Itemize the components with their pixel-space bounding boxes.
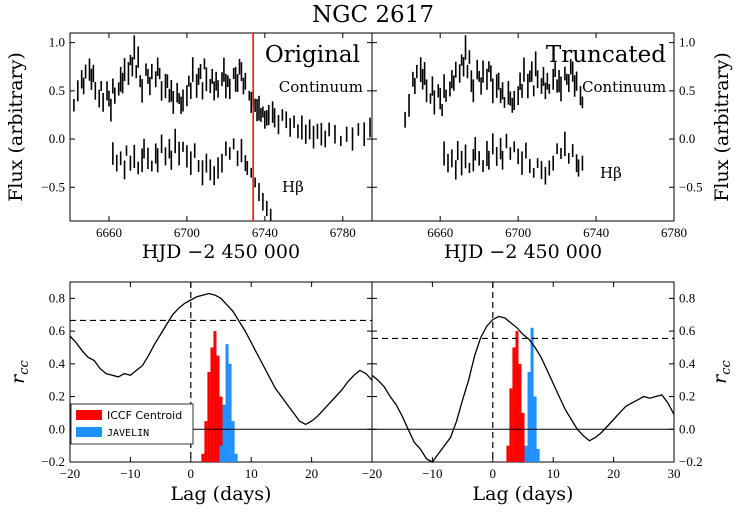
figure-title: NGC 2617 [312, 2, 434, 28]
y-tick-label: 0.4 [679, 356, 696, 371]
javelin-hist-bar [234, 453, 238, 462]
iccf-hist-bar [213, 331, 217, 462]
javelin-hist-bar [524, 445, 528, 462]
x-axis-label: HJD −2 450 000 [142, 241, 300, 263]
iccf-hist-bar [515, 331, 519, 462]
y-tick-label: 0.0 [49, 131, 65, 146]
hbeta-label: Hβ [282, 178, 304, 196]
y-tick-label: 1.0 [679, 35, 695, 50]
hbeta-label: Hβ [600, 164, 622, 182]
continuum-label: Continuum [279, 78, 363, 96]
x-tick-label: 10 [547, 466, 560, 481]
x-tick-label: 20 [305, 466, 318, 481]
ccf-curve [69, 292, 373, 426]
iccf-hist-bar [201, 453, 205, 462]
x-tick-label: 6740 [583, 225, 609, 240]
x-tick-label: 6780 [661, 225, 687, 240]
plot-marks [69, 282, 373, 462]
x-tick-label: 10 [245, 466, 258, 481]
javelin-hist-bar [530, 327, 534, 462]
y-tick-label: −0.2 [679, 454, 703, 469]
y-tick-label: 0.2 [49, 389, 65, 404]
legend-label-javelin: JAVELIN [107, 428, 149, 439]
plot-marks [404, 35, 584, 185]
iccf-hist-bar [512, 347, 516, 462]
javelin-hist-bar [222, 404, 226, 462]
x-tick-label: 20 [607, 466, 620, 481]
y-tick-label: 1.0 [49, 35, 65, 50]
iccf-hist-bar [521, 412, 525, 462]
iccf-hist-bar [207, 372, 211, 462]
x-tick-label: 6700 [505, 225, 531, 240]
panel-ccf-original: −20 −10 0 10 20 0.8 0.6 0.4 0.2 0.0 −0.2 ICCF Cent… [7, 281, 373, 505]
iccf-hist-bar [204, 421, 208, 462]
y-tick-label: 0.6 [49, 323, 66, 338]
y-tick-label: 0.0 [679, 131, 695, 146]
y-tick-label: −0.2 [41, 454, 65, 469]
iccf-hist-bar [216, 355, 220, 462]
x-tick-label: 0 [490, 466, 497, 481]
javelin-hist-bar [231, 421, 235, 462]
panel-title: Original [265, 42, 360, 68]
y-tick-label: 0.0 [49, 421, 65, 436]
javelin-hist-bar [527, 372, 531, 462]
plot-marks [371, 282, 675, 463]
x-axis-label: HJD −2 450 000 [444, 241, 602, 263]
y-tick-label: 0.5 [49, 83, 65, 98]
iccf-hist-bar [210, 347, 214, 462]
y-tick-label: 0.8 [679, 290, 695, 305]
axis-ticks: −20 −10 0 10 20 0.8 0.6 0.4 0.2 0.0 −0.2 [41, 282, 372, 481]
axis-ticks: 6660 6700 6740 6780 1.0 0.5 0.0 −0.5 [41, 33, 372, 240]
y-tick-label: −0.5 [41, 179, 65, 194]
y-axis-label: rcc [709, 359, 734, 383]
x-tick-label: 30 [668, 466, 681, 481]
javelin-hist-bar [219, 445, 223, 462]
y-tick-label: 0.0 [679, 421, 695, 436]
y-tick-label: 0.5 [679, 83, 695, 98]
y-axis-label: rcc [7, 359, 32, 383]
panel-title: Truncated [546, 42, 666, 68]
y-tick-label: 0.4 [49, 356, 66, 371]
x-tick-label: −20 [60, 466, 80, 481]
panel-original: 6660 6700 6740 6780 1.0 0.5 0.0 −0.5 Original C… [5, 32, 373, 263]
x-tick-label: 6780 [330, 225, 356, 240]
y-tick-label: 0.2 [679, 389, 695, 404]
iccf-hist-bar [506, 445, 510, 462]
x-tick-label: 6740 [252, 225, 278, 240]
panel-ccf-truncated: −20 −10 0 10 20 30 0.8 0.6 0.4 0.2 0.0 −0.2 Lag (da… [362, 281, 734, 505]
x-tick-label: 6660 [427, 225, 453, 240]
x-tick-label: −20 [362, 466, 382, 481]
axis-ticks: 6660 6700 6740 6780 1.0 0.5 0.0 −0.5 [372, 33, 703, 240]
y-tick-label: −0.5 [679, 179, 703, 194]
continuum-label: Continuum [582, 78, 666, 96]
x-axis-label: Lag (days) [473, 483, 574, 505]
iccf-hist-bar [509, 388, 513, 462]
legend-swatch-iccf [76, 410, 102, 420]
legend-label-iccf: ICCF Centroid [107, 409, 182, 422]
legend: ICCF Centroid JAVELIN [70, 403, 194, 445]
javelin-hist-bar [225, 344, 229, 462]
y-axis-label: Flux (arbitrary) [5, 52, 27, 202]
javelin-hist-bar [228, 363, 232, 462]
y-tick-label: 0.8 [49, 290, 65, 305]
x-tick-label: 6700 [174, 225, 200, 240]
javelin-hist-bar [536, 448, 540, 462]
x-axis-label: Lag (days) [171, 483, 272, 505]
x-tick-label: 6660 [96, 225, 122, 240]
axis-ticks: −20 −10 0 10 20 30 0.8 0.6 0.4 0.2 0.0 −0.2 [362, 282, 703, 481]
x-tick-label: −10 [120, 466, 140, 481]
x-tick-label: −10 [422, 466, 442, 481]
ccf-curve [371, 315, 675, 463]
panel-frame [371, 32, 675, 222]
y-axis-label: Flux (arbitrary) [711, 52, 733, 202]
y-tick-label: 0.6 [679, 323, 696, 338]
plot-marks [73, 33, 371, 221]
x-tick-label: 0 [188, 466, 195, 481]
iccf-hist-bar [518, 363, 522, 462]
legend-swatch-javelin [76, 427, 102, 437]
